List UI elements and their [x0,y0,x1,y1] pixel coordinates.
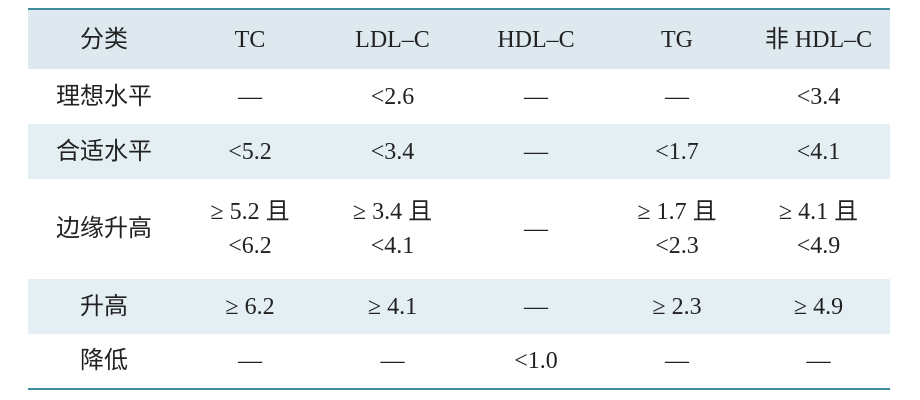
table-container: 分类 TC LDL–C HDL–C TG 非 HDL–C 理想水平 — <2.6— — <3.4 合… [28,8,890,390]
lipid-table: 分类 TC LDL–C HDL–C TG 非 HDL–C 理想水平 — <2.6— — <3.4 合… [28,8,890,390]
cell-line: <4.1 [370,233,415,259]
header-row: 分类 TC LDL–C HDL–C TG 非 HDL–C [28,9,890,69]
row-label: 合适水平 [28,124,180,179]
value-cell: — [465,124,607,179]
cell-line: — [238,348,262,374]
cell-line: <1.7 [655,138,699,165]
cell-line: — [380,348,405,374]
value-cell: — [320,334,465,389]
row-label: 理想水平 [28,69,180,124]
cell-line: ≥ 4.1 [367,293,418,320]
value-cell: <3.4 [320,124,465,179]
cell-line: — [524,138,548,165]
header-cell: LDL–C [355,26,430,53]
cell-line: ≥ 2.3 [652,293,702,320]
value-cell: ≥ 4.9 [747,279,890,334]
cell-line: ≥ 3.4 且 [352,199,433,225]
cell-line: 升高 [80,293,128,320]
cell-line: 理想水平 [56,83,152,110]
cell-line: — [238,83,262,110]
cell-line: <3.4 [370,138,415,165]
value-cell: <3.4 [747,69,890,124]
value-cell: — [465,69,607,124]
table-row: 降低 — — <1.0 — — [28,334,890,389]
cell-line: ≥ 4.1 且 [778,199,859,225]
header-cell: TG [661,26,693,53]
value-cell: — [607,69,747,124]
cell-line: <3.4 [796,83,841,110]
value-cell: <2.6 [320,69,465,124]
value-cell: — [465,279,607,334]
cell-line: — [524,293,548,320]
cell-line: 合适水平 [56,138,152,165]
value-cell: ≥ 4.1 且 <4.9 [747,179,890,279]
row-label: 升高 [28,279,180,334]
value-cell: ≥ 3.4 且 <4.1 [320,179,465,279]
table-row: 合适水平 <5.2 <3.4 — <1.7 <4.1 [28,124,890,179]
header-cell: 非 HDL–C [764,26,873,53]
table-row: 边缘升高 ≥ 5.2 且 <6.2 ≥ 3.4 且 <4.1— ≥ 1.7 且 <2.3 ≥ … [28,179,890,279]
value-cell: <1.7 [607,124,747,179]
cell-line: ≥ 5.2 且 [210,199,290,225]
header-cell: 分类 [80,26,128,53]
cell-line: <6.2 [228,233,272,259]
cell-line: 边缘升高 [56,216,152,242]
cell-line: — [524,216,548,242]
value-cell: ≥ 4.1 [320,279,465,334]
table-body: 理想水平 — <2.6 — — <3.4 合适水平 <5.2 <3.4 — <1.7 <4.1 边缘升高… [28,69,890,389]
cell-line: ≥ 4.9 [793,293,844,320]
value-cell: <5.2 [180,124,320,179]
cell-line: — [806,348,831,374]
row-label: 边缘升高 [28,179,180,279]
cell-line: <2.6 [370,83,415,110]
value-cell: — [747,334,890,389]
cell-line: <2.3 [655,233,699,259]
cell-line: — [524,83,548,110]
table-header: 分类 TC LDL–C HDL–C TG 非 HDL–C [28,9,890,69]
value-cell: ≥ 2.3 [607,279,747,334]
value-cell: <1.0 [465,334,607,389]
row-label: 降低 [28,334,180,389]
cell-line: 降低 [80,348,128,374]
value-cell: <4.1 [747,124,890,179]
cell-line: — [665,83,689,110]
value-cell: — [607,334,747,389]
header-cell: TC [234,26,266,53]
cell-line: <4.1 [796,138,841,165]
table-row: 升高 ≥ 6.2 ≥ 4.1 — ≥ 2.3 ≥ 4.9 [28,279,890,334]
cell-line: <4.9 [796,233,841,259]
value-cell: ≥ 6.2 [180,279,320,334]
table-row: 理想水平 — <2.6 — — <3.4 [28,69,890,124]
value-cell: ≥ 5.2 且 <6.2 [180,179,320,279]
cell-line: <1.0 [514,348,558,374]
cell-line: ≥ 6.2 [225,293,275,320]
cell-line: ≥ 1.7 且 [637,199,717,225]
value-cell: — [180,69,320,124]
cell-line: <5.2 [228,138,272,165]
cell-line: — [665,348,689,374]
header-cell: HDL–C [497,26,575,53]
value-cell: — [465,179,607,279]
value-cell: ≥ 1.7 且 <2.3 [607,179,747,279]
value-cell: — [180,334,320,389]
